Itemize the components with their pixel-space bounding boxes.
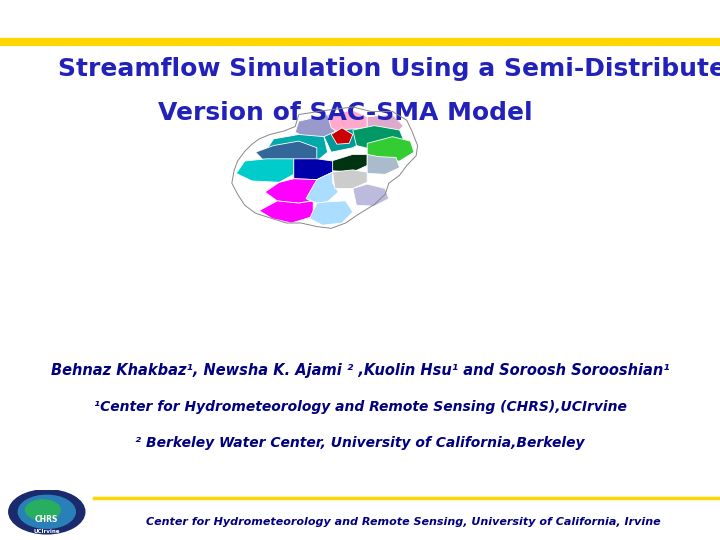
Polygon shape <box>259 201 313 223</box>
Text: CHRS: CHRS <box>35 515 58 524</box>
Polygon shape <box>265 179 328 203</box>
Polygon shape <box>331 154 367 172</box>
Text: ² Berkeley Water Center, University of California,Berkeley: ² Berkeley Water Center, University of C… <box>135 436 585 450</box>
Polygon shape <box>310 201 353 225</box>
Polygon shape <box>295 114 338 139</box>
Polygon shape <box>367 154 400 174</box>
Text: UCIrvine: UCIrvine <box>34 529 60 534</box>
Polygon shape <box>265 134 328 161</box>
Text: Behnaz Khakbaz¹, Newsha K. Ajami ² ,Kuolin Hsu¹ and Soroosh Sorooshian¹: Behnaz Khakbaz¹, Newsha K. Ajami ² ,Kuol… <box>50 362 670 377</box>
Polygon shape <box>328 110 367 134</box>
Polygon shape <box>236 159 294 183</box>
Text: Center for Hydrometeorology and Remote Sensing, University of California, Irvine: Center for Hydrometeorology and Remote S… <box>146 517 660 527</box>
Circle shape <box>18 495 76 528</box>
Polygon shape <box>333 170 367 188</box>
Polygon shape <box>367 137 414 161</box>
Polygon shape <box>324 128 367 152</box>
Circle shape <box>9 490 85 534</box>
Polygon shape <box>256 141 317 165</box>
Polygon shape <box>294 159 333 180</box>
Circle shape <box>25 500 60 520</box>
Text: ¹Center for Hydrometeorology and Remote Sensing (CHRS),UCIrvine: ¹Center for Hydrometeorology and Remote … <box>94 400 626 414</box>
Polygon shape <box>367 114 403 134</box>
Polygon shape <box>353 126 403 150</box>
Polygon shape <box>353 184 389 206</box>
Polygon shape <box>306 172 338 203</box>
Text: Version of SAC-SMA Model: Version of SAC-SMA Model <box>158 102 533 125</box>
Text: Streamflow Simulation Using a Semi-Distributed: Streamflow Simulation Using a Semi-Distr… <box>58 57 720 81</box>
Polygon shape <box>331 128 353 144</box>
